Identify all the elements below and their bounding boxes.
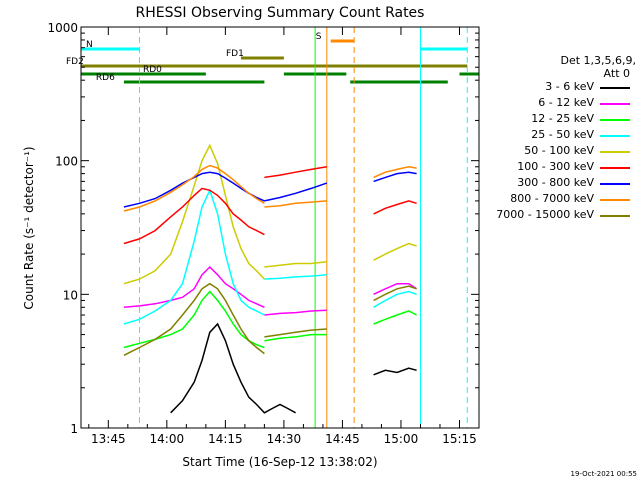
state-bar-label-fd1: FD1 (226, 49, 244, 59)
legend-header-line-2: Att 0 (603, 67, 630, 80)
y-axis-label: Count Rate (s⁻¹ detector⁻¹) (22, 146, 36, 309)
y-tick-label-100: 100 (55, 155, 78, 169)
series-100-300-kev-segment-0 (123, 187, 265, 245)
series-12-25-kev-segment-2 (373, 310, 417, 325)
legend-entry: 300 - 800 keV (486, 176, 636, 192)
legend-entry: 3 - 6 keV (486, 80, 636, 96)
chart-title: RHESSI Observing Summary Count Rates (136, 5, 425, 21)
legend-entry-swatch (600, 135, 630, 137)
legend-entry-label: 800 - 7000 keV (510, 192, 594, 205)
series-12-25-kev-segment-1 (264, 333, 327, 342)
series-6-12-kev-segment-1 (264, 309, 327, 316)
series-25-50-kev-segment-2 (373, 290, 417, 308)
series-50-100-kev-segment-0 (123, 143, 265, 285)
legend-entry-label: 25 - 50 keV (531, 128, 594, 141)
plot-frame (80, 26, 480, 429)
series-100-300-kev-segment-1 (264, 166, 327, 179)
x-axis-label: Start Time (16-Sep-12 13:38:02) (182, 455, 377, 469)
state-bar-label-rd0: RD0 (143, 65, 162, 75)
series-25-50-kev-segment-0 (123, 188, 265, 325)
series-300-800-kev-segment-2 (373, 171, 417, 183)
series-800-7000-kev-segment-1 (264, 200, 327, 208)
series-3-6-kev-segment-0 (170, 322, 296, 414)
series-25-50-kev-segment-1 (264, 274, 327, 280)
series-7000-15000-kev-segment-1 (264, 328, 327, 338)
legend-entry-label: 12 - 25 keV (531, 112, 594, 125)
series-7000-15000-kev-segment-0 (123, 282, 265, 356)
legend-entry: 25 - 50 keV (486, 128, 636, 144)
timestamp: 19-Oct-2021 00:55 (571, 470, 637, 478)
legend-entry: 6 - 12 keV (486, 96, 636, 112)
y-tick-label-1: 1 (70, 422, 78, 436)
y-tick-label-10: 10 (63, 288, 78, 302)
x-tick-label-14-45: 14:45 (325, 432, 360, 446)
state-bar-label-rd6: RD6 (96, 73, 115, 83)
legend-entry: 12 - 25 keV (486, 112, 636, 128)
series-800-7000-kev-segment-2 (373, 166, 417, 179)
series-6-12-kev-segment-2 (373, 282, 418, 295)
x-tick-label-14-30: 14:30 (267, 432, 302, 446)
series-800-7000-kev-segment-0 (123, 164, 265, 212)
legend-entry-label: 50 - 100 keV (524, 144, 594, 157)
legend-entry: 100 - 300 keV (486, 160, 636, 176)
x-tick-label-13-45: 13:45 (91, 432, 126, 446)
state-bar-label-fd2: FD2 (66, 57, 84, 67)
legend-entry-label: 100 - 300 keV (517, 160, 594, 173)
legend-entry: 800 - 7000 keV (486, 192, 636, 208)
y-tick-label-1000: 1000 (47, 21, 78, 35)
legend-entry-label: 300 - 800 keV (517, 176, 594, 189)
legend-entry-swatch (600, 199, 630, 201)
legend-entry-swatch (600, 215, 630, 217)
x-tick-label-15-15: 15:15 (442, 432, 477, 446)
legend-entry: 7000 - 15000 keV (486, 208, 636, 224)
series-50-100-kev-segment-2 (373, 242, 417, 261)
series-layer (123, 143, 418, 414)
legend-entry-swatch (600, 151, 630, 153)
state-bar-label-n: N (86, 40, 93, 50)
legend-entry-swatch (600, 87, 630, 89)
series-50-100-kev-segment-1 (264, 261, 327, 268)
x-tick-label-15-00: 15:00 (384, 432, 419, 446)
series-3-6-kev-segment-1 (373, 367, 417, 376)
legend-entry-swatch (600, 103, 630, 105)
vertical-lines-layer (139, 27, 468, 428)
legend-entry-label: 3 - 6 keV (545, 80, 594, 93)
legend-entry-label: 7000 - 15000 keV (496, 208, 594, 221)
legend-entry-swatch (600, 183, 630, 185)
state-bar-label-s: S (316, 32, 322, 42)
series-6-12-kev-segment-0 (123, 265, 265, 309)
legend-entry: 50 - 100 keV (486, 144, 636, 160)
axis-ticks-layer: 13:45 14:00 14:15 14:30 14:45 15:00 15:15 1 10 10… (47, 21, 480, 446)
series-7000-15000-kev-segment-2 (373, 285, 417, 302)
x-tick-label-14-00: 14:00 (150, 432, 185, 446)
series-300-800-kev-segment-1 (264, 182, 328, 202)
series-100-300-kev-segment-2 (373, 200, 417, 215)
x-tick-label-14-15: 14:15 (208, 432, 243, 446)
legend-entry-label: 6 - 12 keV (538, 96, 594, 109)
state-bars-layer: N S FD1 FD2 RD0 RD6 (66, 32, 479, 84)
series-12-25-kev-segment-0 (123, 290, 265, 349)
legend-header-line-1: Det 1,3,5,6,9, (560, 54, 636, 67)
legend-entry-swatch (600, 119, 630, 121)
legend-entry-swatch (600, 167, 630, 169)
